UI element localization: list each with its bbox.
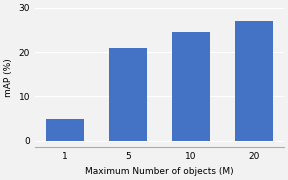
Bar [109,48,147,141]
X-axis label: Maximum Number of objects (M): Maximum Number of objects (M) [85,167,234,176]
Bar [46,119,84,141]
Bar [172,32,210,141]
Bar [235,21,272,141]
Y-axis label: mAP (%): mAP (%) [4,58,13,97]
